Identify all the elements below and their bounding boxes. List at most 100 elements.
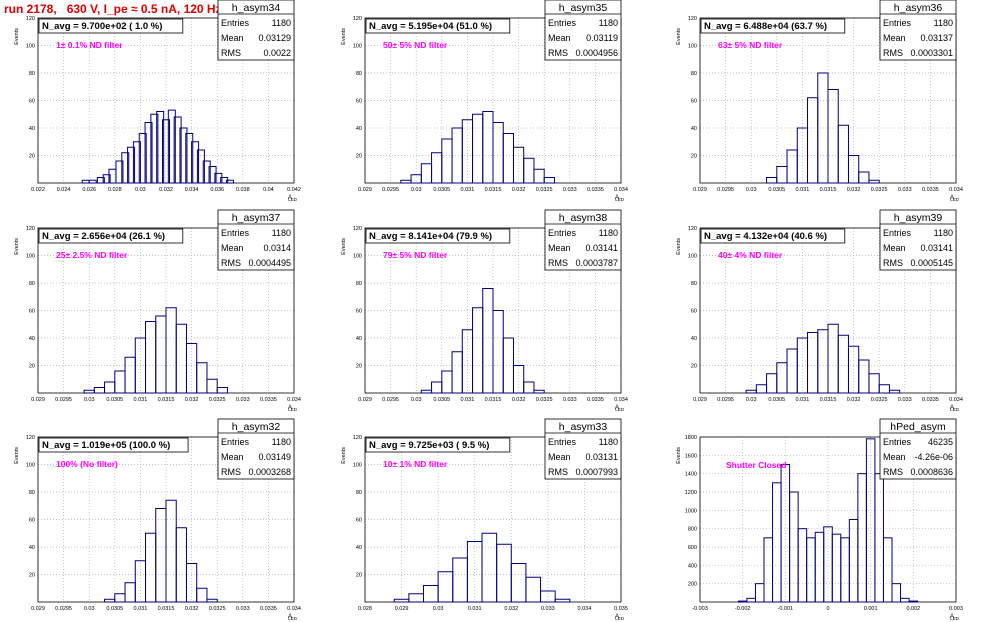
x-tick-label: 0.031 (796, 187, 810, 193)
histogram-bin (837, 124, 849, 184)
histogram-bin (81, 179, 90, 184)
histogram-panel-h_asym36: 0.029 0.0295 0.03 0.0305 0.031 0.0315 0.032 0.0… (676, 0, 963, 202)
histogram-bin (165, 499, 177, 603)
histogram-bin (510, 563, 527, 603)
histogram-bin (144, 122, 153, 184)
stats-rms-label: RMS (221, 467, 241, 477)
histogram-bin (138, 133, 147, 184)
y-tick-label: 120 (688, 16, 697, 22)
y-tick-label: 80 (691, 281, 697, 287)
x-tick-label: 0.034 (287, 606, 301, 612)
x-tick-label: 0.029 (693, 397, 707, 403)
histogram-bin (185, 133, 194, 184)
histogram-bin (441, 370, 453, 394)
histogram-panel-h_asym39: 0.029 0.0295 0.03 0.0305 0.031 0.0315 0.032 0.0… (676, 209, 963, 412)
histogram-bin (408, 593, 425, 603)
histogram-bin (472, 113, 484, 184)
y-tick-label: 20 (356, 154, 362, 160)
stats-entries-value: 1180 (934, 18, 953, 28)
histogram-bin (431, 152, 443, 184)
x-tick-label: 0.033 (563, 397, 577, 403)
histogram-bin (776, 362, 788, 394)
x-axis-label-sub: LED (288, 616, 298, 621)
stats-entries-label: Entries (221, 437, 250, 447)
histogram-bin (827, 323, 839, 394)
stats-entries-label: Entries (883, 228, 912, 238)
navg-label: N_avg = 9.725e+03 ( 9.5 %) (369, 440, 489, 451)
stats-mean-label: Mean (883, 452, 906, 462)
stats-mean-value: 0.03141 (585, 243, 618, 253)
filter-label: 1± 0.1% ND filter (56, 40, 123, 50)
histogram-name: h_asym34 (232, 2, 281, 14)
y-tick-label: 100 (26, 44, 35, 50)
navg-box (38, 18, 184, 34)
histogram-bin (179, 127, 188, 184)
stats-box (544, 418, 622, 480)
stats-entries-value: 1180 (272, 437, 291, 447)
histogram-bin (165, 307, 177, 394)
stats-rms-label: RMS (221, 48, 241, 58)
histogram-panel-h_asym32: 0.029 0.0295 0.03 0.0305 0.031 0.0315 0.032 0.0… (14, 418, 301, 621)
y-tick-label: 80 (29, 281, 35, 287)
histogram-bin (755, 384, 768, 394)
histogram-bin (175, 527, 187, 603)
histogram-bin (472, 307, 484, 394)
histogram-bin (431, 381, 443, 394)
navg-box (700, 228, 846, 244)
histogram-bin (523, 157, 535, 184)
x-axis-label: A (615, 614, 619, 620)
x-tick-label: 0.0335 (922, 397, 939, 403)
histogram-bin (173, 116, 182, 184)
stats-entries-label: Entries (221, 228, 250, 238)
stats-mean-label: Mean (548, 33, 571, 43)
x-tick-label: 0.0315 (158, 397, 175, 403)
histogram-bin (481, 532, 498, 603)
histogram-name: h_asym36 (894, 2, 943, 14)
histogram-bin (196, 587, 208, 603)
stats-rms-label: RMS (548, 48, 568, 58)
histogram-bin (763, 537, 774, 603)
x-tick-label: 0.0315 (820, 187, 837, 193)
x-tick-label: 0.0335 (922, 187, 939, 193)
stats-entries-label: Entries (883, 18, 912, 28)
x-tick-label: 0.0295 (55, 606, 72, 612)
x-tick-label: 0.033 (898, 397, 912, 403)
x-tick-label: 0.032 (185, 606, 199, 612)
filter-label: Shutter Closed (726, 460, 786, 470)
x-tick-label: 0.0315 (485, 397, 502, 403)
x-tick-label: 0.03 (411, 397, 422, 403)
histogram-bin (420, 163, 433, 184)
x-tick-label: 0.0295 (717, 187, 734, 193)
navg-box (700, 18, 846, 34)
x-tick-label: 0.034 (185, 187, 199, 193)
y-tick-label: 60 (691, 99, 697, 105)
histogram-bin (114, 593, 126, 603)
x-tick-label: 0.04 (263, 187, 274, 193)
navg-box (365, 228, 511, 244)
histogram-bin (502, 337, 514, 394)
y-tick-label: 80 (356, 490, 362, 496)
stats-rms-label: RMS (548, 467, 568, 477)
histogram-bin (482, 111, 494, 184)
histogram-bin (827, 89, 839, 184)
histogram-name: h_asym37 (232, 212, 281, 224)
y-tick-label: 120 (26, 435, 35, 441)
histogram-bin (185, 343, 198, 394)
stats-rms-label: RMS (221, 258, 241, 268)
histogram-bin (807, 97, 819, 184)
stats-mean-label: Mean (221, 33, 244, 43)
navg-box (38, 228, 184, 244)
histogram-panel-h_asym34: 0.022 0.024 0.026 0.028 0.03 0.032 0.034 0.036 0… (14, 0, 301, 202)
histogram-panel-hPed_asym: -0.003 -0.002 -0.001 0 0.001 0.002 0.003 200 400… (676, 418, 963, 621)
x-tick-label: 0.036 (210, 187, 224, 193)
histogram-bin (858, 359, 870, 394)
x-axis-label: A (288, 405, 292, 411)
y-axis-label: Events (14, 447, 20, 464)
histogram-bin (196, 362, 208, 394)
y-tick-label: 60 (356, 309, 362, 315)
stats-mean-value: 0.0314 (263, 243, 291, 253)
stats-mean-label: Mean (221, 243, 244, 253)
histogram-bin (806, 537, 816, 603)
histogram-bin (512, 365, 525, 394)
x-tick-label: 0.034 (578, 606, 592, 612)
